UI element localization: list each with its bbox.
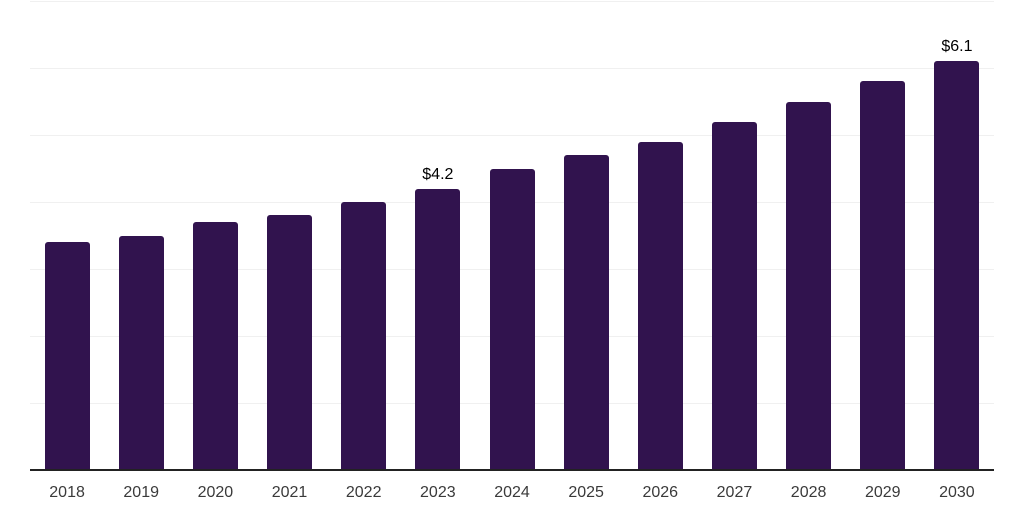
x-tick-label-2019: 2019 [123,484,159,501]
x-tick-label-2018: 2018 [49,484,85,501]
x-tick-label-2023: 2023 [420,484,456,501]
x-tick-label-2029: 2029 [864,484,901,501]
x-tick-label-2026: 2026 [642,484,679,501]
gridline-y6 [30,68,994,69]
data-label-2030: $6.1 [941,38,973,56]
x-tick-label-2028: 2028 [790,484,827,501]
x-tick-label-2020: 2020 [197,484,234,501]
x-axis-line [30,469,994,471]
bar-2027 [711,121,757,470]
bar-2020 [192,222,238,470]
bar-2028 [786,101,832,470]
bar-2023 [415,188,461,470]
bar-2026 [637,141,683,470]
x-tick-label-2025: 2025 [568,484,604,501]
bar-2025 [563,155,609,470]
bar-2029 [860,81,906,470]
bar-2030 [934,61,980,470]
x-tick-label-2022: 2022 [345,484,382,501]
gridline-y7 [30,1,994,2]
x-tick-label-2021: 2021 [271,484,308,501]
data-label-2023: $4.2 [422,165,454,183]
bar-2021 [267,215,313,470]
x-tick-label-2027: 2027 [716,484,753,501]
bar-2024 [489,168,535,470]
bar-2018 [44,242,90,470]
bar-2019 [118,235,164,470]
gridline-y5 [30,135,994,136]
bar-2022 [341,202,387,470]
x-tick-label-2030: 2030 [939,484,975,501]
x-tick-label-2024: 2024 [494,484,530,501]
